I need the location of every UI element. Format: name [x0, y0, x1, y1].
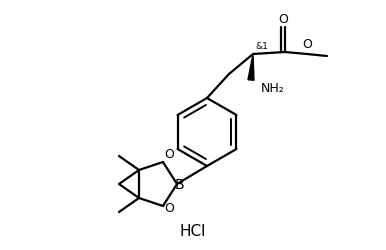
Text: &1: &1	[255, 42, 268, 51]
Text: HCl: HCl	[180, 224, 206, 240]
Text: O: O	[164, 148, 174, 161]
Text: O: O	[302, 38, 312, 51]
Text: B: B	[174, 178, 184, 192]
Text: O: O	[278, 13, 288, 26]
Polygon shape	[248, 54, 254, 80]
Text: NH₂: NH₂	[261, 82, 285, 95]
Text: O: O	[164, 202, 174, 215]
